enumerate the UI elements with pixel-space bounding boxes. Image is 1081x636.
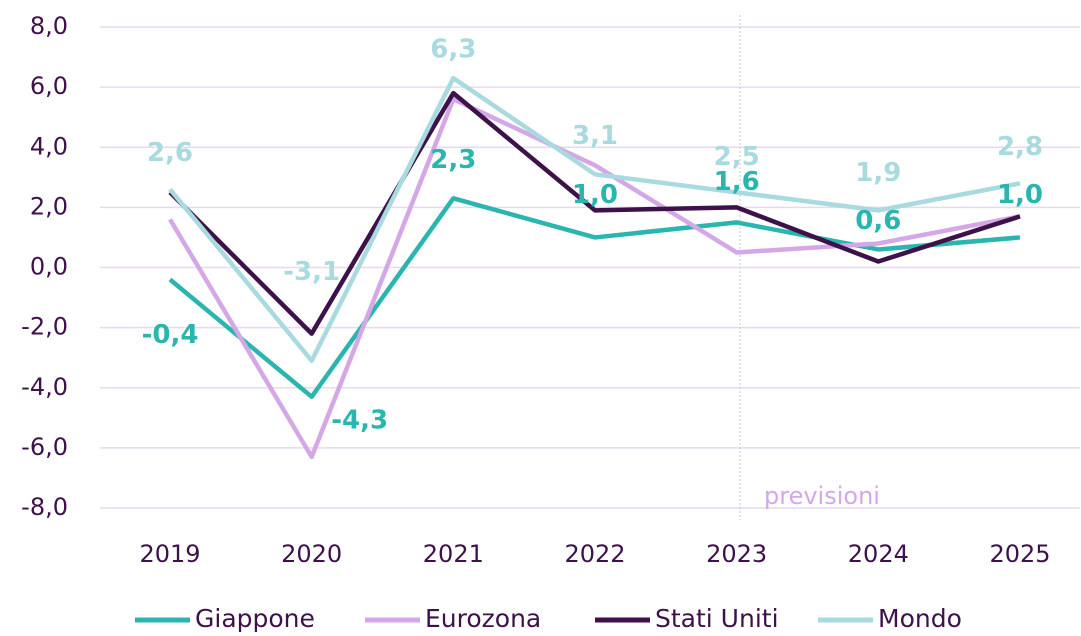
value-label: 2,8 <box>997 132 1043 162</box>
value-label: -4,3 <box>331 405 388 435</box>
legend-label: Eurozona <box>425 604 541 633</box>
value-label: 2,6 <box>147 138 193 168</box>
value-label: 1,9 <box>855 158 901 188</box>
value-label: 6,3 <box>430 35 476 65</box>
value-label: 1,0 <box>997 180 1043 210</box>
x-tick-label: 2024 <box>848 540 909 568</box>
x-tick-label: 2022 <box>564 540 625 568</box>
y-tick-label: 6,0 <box>30 72 68 100</box>
legend-label: Giappone <box>195 604 315 633</box>
x-tick-label: 2021 <box>423 540 484 568</box>
value-label: -0,4 <box>142 320 199 350</box>
series-line <box>168 96 1021 460</box>
value-label: 3,1 <box>572 121 618 151</box>
y-tick-label: -6,0 <box>21 433 68 461</box>
x-tick-label: 2019 <box>139 540 200 568</box>
y-tick-label: 2,0 <box>30 192 68 220</box>
y-tick-label: -2,0 <box>21 313 68 341</box>
value-label: -3,1 <box>283 257 340 287</box>
legend-label: Mondo <box>878 604 962 633</box>
y-tick-label: -4,0 <box>21 373 68 401</box>
series-line <box>168 196 1021 400</box>
value-label: 1,6 <box>714 167 760 197</box>
y-tick-label: 0,0 <box>30 253 68 281</box>
value-label: 2,5 <box>714 142 760 172</box>
x-tick-label: 2023 <box>706 540 767 568</box>
y-tick-label: 4,0 <box>30 132 68 160</box>
x-tick-label: 2020 <box>281 540 342 568</box>
legend-label: Stati Uniti <box>655 604 779 633</box>
y-tick-label: -8,0 <box>21 493 68 521</box>
y-tick-label: 8,0 <box>30 12 68 40</box>
value-label: 2,3 <box>430 145 476 175</box>
value-label: 0,6 <box>855 206 901 236</box>
series-line <box>168 75 1021 363</box>
annotation: previsioni <box>764 482 880 510</box>
series-line <box>168 90 1021 336</box>
x-tick-label: 2025 <box>989 540 1050 568</box>
value-label: 1,0 <box>572 180 618 210</box>
